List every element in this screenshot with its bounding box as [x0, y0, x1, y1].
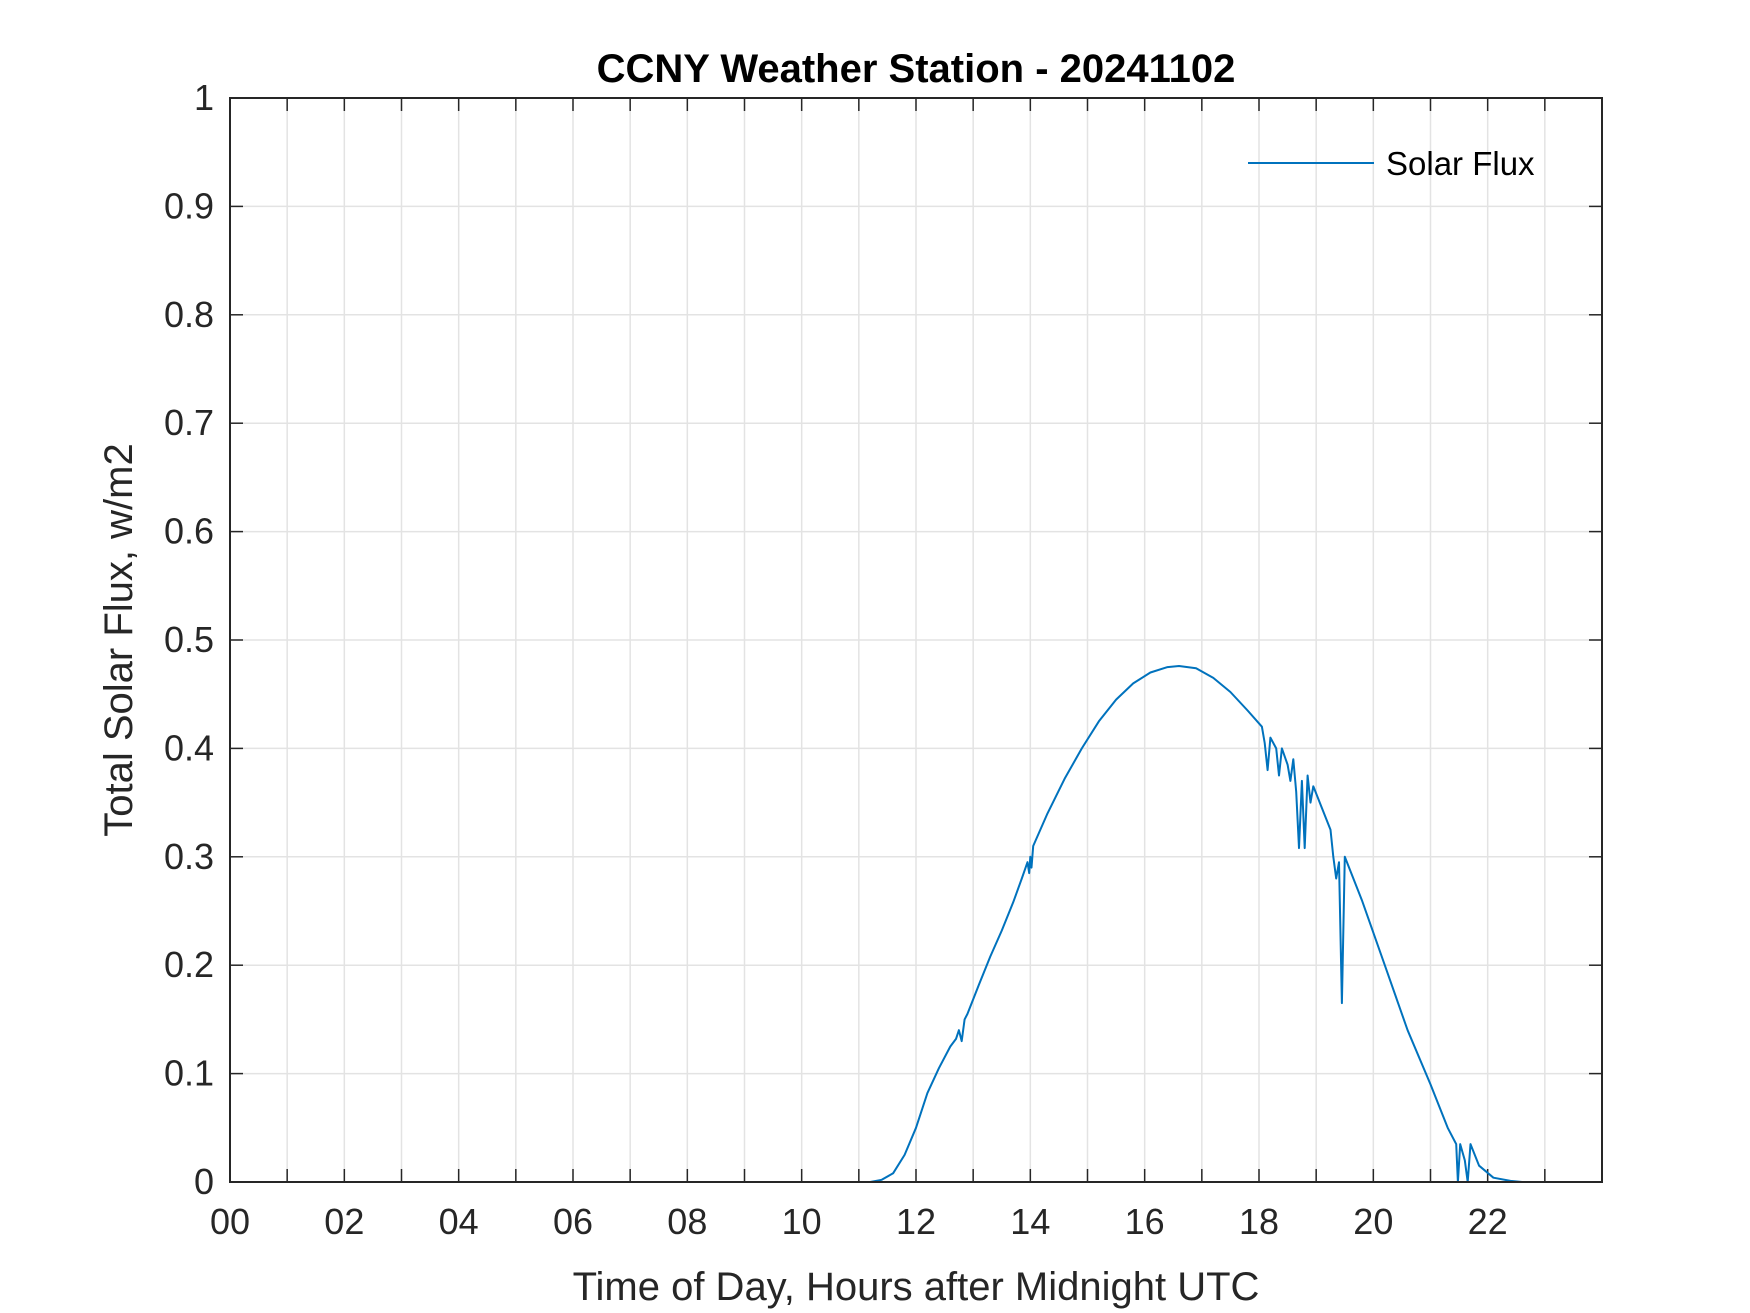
- x-tick-label: 16: [1125, 1201, 1165, 1242]
- chart-title: CCNY Weather Station - 20241102: [597, 47, 1236, 91]
- series-line-solar-flux: [230, 665, 1602, 1183]
- x-tick-label: 04: [439, 1201, 479, 1242]
- x-tick-label: 22: [1468, 1201, 1508, 1242]
- y-tick-label: 0.3: [164, 836, 214, 877]
- y-tick-label: 0.6: [164, 511, 214, 552]
- series-layer: [230, 665, 1602, 1183]
- y-axis-title: Total Solar Flux, w/m2: [97, 443, 141, 836]
- x-tick-label: 20: [1353, 1201, 1393, 1242]
- grid: [230, 98, 1602, 1182]
- plot-frame: [229, 97, 1603, 1183]
- y-tick-label: 1: [194, 77, 214, 118]
- tick-labels: 0 0.1 0.2 0.3 0.4 0.5 0.6 0.7 0.8 0.9 1 00 02 04 06 08 1…: [164, 77, 1508, 1242]
- x-tick-label: 02: [324, 1201, 364, 1242]
- y-tick-label: 0.8: [164, 294, 214, 335]
- y-tick-label: 0.1: [164, 1053, 214, 1094]
- x-axis-title: Time of Day, Hours after Midnight UTC: [573, 1265, 1260, 1309]
- y-tick-label: 0.7: [164, 402, 214, 443]
- legend-label-solar-flux: Solar Flux: [1386, 145, 1535, 182]
- y-tick-label: 0.5: [164, 619, 214, 660]
- x-tick-label: 10: [782, 1201, 822, 1242]
- y-tick-label: 0.9: [164, 185, 214, 226]
- y-tick-label: 0.2: [164, 944, 214, 985]
- tick-marks: [230, 98, 1602, 1182]
- x-tick-label: 14: [1010, 1201, 1050, 1242]
- y-tick-label: 0.4: [164, 727, 214, 768]
- y-tick-label: 0: [194, 1161, 214, 1202]
- x-tick-label: 12: [896, 1201, 936, 1242]
- x-tick-label: 08: [667, 1201, 707, 1242]
- x-tick-label: 00: [210, 1201, 250, 1242]
- legend: Solar Flux: [1248, 145, 1535, 182]
- x-tick-label: 06: [553, 1201, 593, 1242]
- x-tick-label: 18: [1239, 1201, 1279, 1242]
